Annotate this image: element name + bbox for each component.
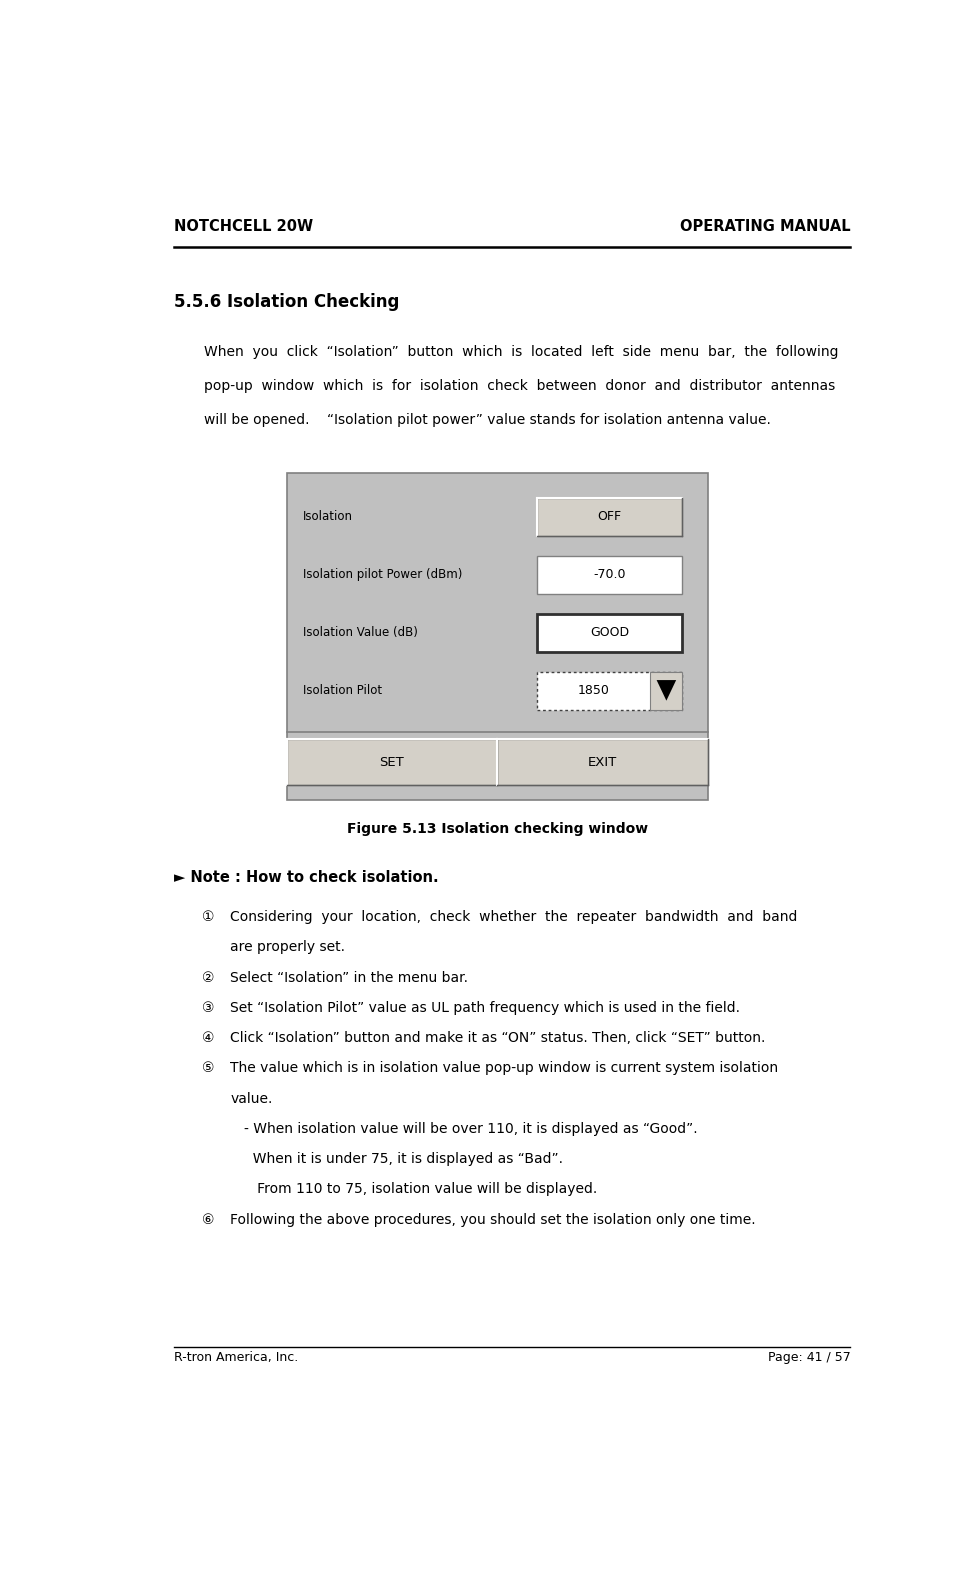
Text: Considering  your  location,  check  whether  the  repeater  bandwidth  and  ban: Considering your location, check whether…: [230, 910, 797, 924]
Text: - When isolation value will be over 110, it is displayed as “Good”.: - When isolation value will be over 110,…: [243, 1122, 697, 1137]
Text: EXIT: EXIT: [587, 756, 616, 769]
Text: R-tron America, Inc.: R-tron America, Inc.: [173, 1350, 297, 1364]
Text: are properly set.: are properly set.: [230, 940, 345, 954]
Text: ► Note : How to check isolation.: ► Note : How to check isolation.: [173, 871, 438, 885]
Text: Select “Isolation” in the menu bar.: Select “Isolation” in the menu bar.: [230, 970, 468, 984]
Text: ②: ②: [203, 970, 215, 984]
FancyBboxPatch shape: [286, 739, 496, 786]
Text: When it is under 75, it is displayed as “Bad”.: When it is under 75, it is displayed as …: [243, 1152, 562, 1166]
Text: Isolation pilot Power (dBm): Isolation pilot Power (dBm): [303, 567, 462, 582]
Polygon shape: [656, 681, 675, 701]
FancyBboxPatch shape: [496, 739, 706, 786]
Text: Figure 5.13 Isolation checking window: Figure 5.13 Isolation checking window: [346, 822, 647, 836]
FancyBboxPatch shape: [537, 673, 681, 711]
Text: value.: value.: [230, 1091, 272, 1105]
Text: OFF: OFF: [597, 511, 621, 523]
Text: The value which is in isolation value pop-up window is current system isolation: The value which is in isolation value po…: [230, 1061, 777, 1075]
Text: -70.0: -70.0: [593, 567, 625, 582]
Text: NOTCHCELL 20W: NOTCHCELL 20W: [173, 219, 313, 234]
Text: 5.5.6 Isolation Checking: 5.5.6 Isolation Checking: [173, 292, 399, 311]
Text: pop-up  window  which  is  for  isolation  check  between  donor  and  distribut: pop-up window which is for isolation che…: [203, 379, 834, 393]
Text: GOOD: GOOD: [589, 626, 629, 640]
Text: ⑥: ⑥: [203, 1212, 215, 1226]
FancyBboxPatch shape: [650, 673, 681, 711]
Text: will be opened.    “Isolation pilot power” value stands for isolation antenna va: will be opened. “Isolation pilot power” …: [203, 412, 770, 426]
Text: ③: ③: [203, 1001, 215, 1016]
Text: ⑤: ⑤: [203, 1061, 215, 1075]
Text: Set “Isolation Pilot” value as UL path frequency which is used in the field.: Set “Isolation Pilot” value as UL path f…: [230, 1001, 739, 1016]
Text: 1850: 1850: [578, 684, 610, 698]
FancyBboxPatch shape: [537, 556, 681, 594]
Text: ④: ④: [203, 1031, 215, 1045]
Text: OPERATING MANUAL: OPERATING MANUAL: [679, 219, 850, 234]
Text: Isolation Pilot: Isolation Pilot: [303, 684, 382, 698]
FancyBboxPatch shape: [286, 473, 706, 800]
FancyBboxPatch shape: [537, 498, 681, 536]
Text: Following the above procedures, you should set the isolation only one time.: Following the above procedures, you shou…: [230, 1212, 755, 1226]
Text: Isolation: Isolation: [303, 511, 353, 523]
Text: Isolation Value (dB): Isolation Value (dB): [303, 626, 418, 640]
Text: ①: ①: [203, 910, 215, 924]
Text: From 110 to 75, isolation value will be displayed.: From 110 to 75, isolation value will be …: [243, 1182, 597, 1196]
Text: When  you  click  “Isolation”  button  which  is  located  left  side  menu  bar: When you click “Isolation” button which …: [203, 344, 837, 358]
Text: Page: 41 / 57: Page: 41 / 57: [766, 1350, 850, 1364]
Text: SET: SET: [379, 756, 404, 769]
Text: Click “Isolation” button and make it as “ON” status. Then, click “SET” button.: Click “Isolation” button and make it as …: [230, 1031, 765, 1045]
FancyBboxPatch shape: [537, 615, 681, 652]
